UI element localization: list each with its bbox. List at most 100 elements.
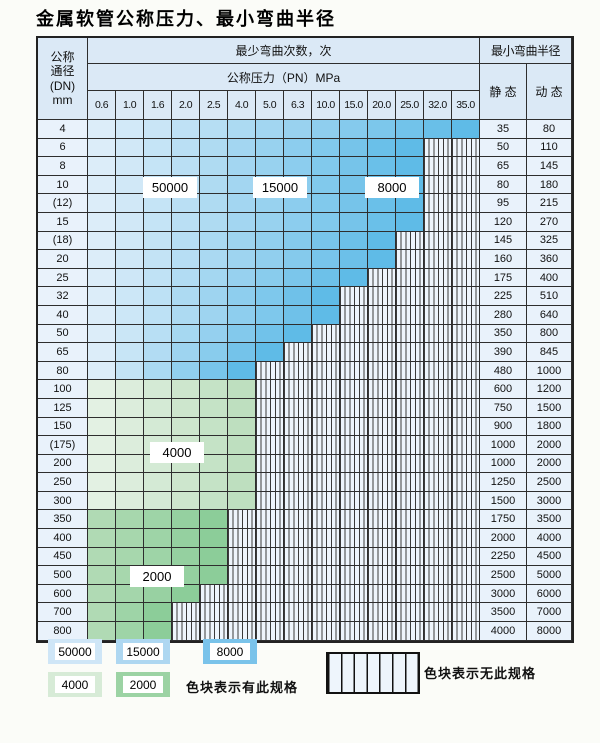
static-value-cell: 1500 — [480, 491, 527, 511]
dn-cell: (18) — [38, 231, 88, 251]
spec-cell — [340, 212, 368, 232]
spec-cell — [200, 491, 228, 511]
dn-cell: 125 — [38, 398, 88, 418]
no-spec-cell — [452, 584, 480, 604]
no-spec-cell — [284, 380, 312, 399]
dn-cell: 150 — [38, 417, 88, 437]
dynamic-value-cell: 4500 — [527, 547, 572, 567]
dynamic-value-cell: 845 — [527, 343, 572, 362]
no-spec-cell — [368, 529, 396, 548]
spec-cell — [368, 231, 396, 251]
static-value-cell: 175 — [480, 268, 527, 288]
spec-cell — [88, 398, 116, 418]
dn-cell: 400 — [38, 529, 88, 548]
spec-cell — [284, 324, 312, 344]
static-value-cell: 1000 — [480, 454, 527, 474]
spec-cell — [172, 231, 200, 251]
spec-cell — [368, 250, 396, 269]
dynamic-value-cell: 4000 — [527, 529, 572, 548]
spec-cell — [228, 120, 256, 139]
spec-cell — [172, 324, 200, 344]
no-spec-cell — [284, 603, 312, 623]
no-spec-cell — [396, 305, 424, 325]
spec-cell — [200, 138, 228, 158]
dn-cell: 20 — [38, 250, 88, 269]
no-spec-cell — [396, 287, 424, 306]
no-spec-cell — [424, 287, 452, 306]
legend-swatch-2000: 2000 — [116, 672, 170, 697]
no-spec-cell — [452, 157, 480, 176]
no-spec-cell — [424, 305, 452, 325]
no-spec-cell — [312, 529, 340, 548]
no-spec-cell — [340, 510, 368, 530]
spec-cell — [228, 194, 256, 213]
legend-no-spec-swatch — [326, 652, 420, 694]
no-spec-cell — [312, 510, 340, 530]
spec-cell — [396, 138, 424, 158]
dynamic-value-cell: 510 — [527, 287, 572, 306]
no-spec-cell — [368, 380, 396, 399]
no-spec-cell — [284, 417, 312, 437]
spec-cell — [144, 398, 172, 418]
no-spec-cell — [424, 417, 452, 437]
no-spec-cell — [396, 454, 424, 474]
pressure-col-header: 20.0 — [368, 91, 396, 120]
pressure-col-header: 2.5 — [200, 91, 228, 120]
spec-cell — [200, 157, 228, 176]
no-spec-cell — [228, 584, 256, 604]
dynamic-value-cell: 1800 — [527, 417, 572, 437]
spec-cell — [256, 138, 284, 158]
spec-cell — [172, 268, 200, 288]
no-spec-cell — [368, 268, 396, 288]
no-spec-cell — [368, 287, 396, 306]
static-value-cell: 50 — [480, 138, 527, 158]
no-spec-cell — [228, 547, 256, 567]
no-spec-cell — [340, 324, 368, 344]
spec-cell — [116, 268, 144, 288]
no-spec-cell — [256, 529, 284, 548]
dn-cell: 450 — [38, 547, 88, 567]
static-value-cell: 280 — [480, 305, 527, 325]
no-spec-cell — [340, 417, 368, 437]
spec-cell — [172, 120, 200, 139]
no-spec-cell — [256, 454, 284, 474]
spec-cell — [144, 305, 172, 325]
spec-cell — [116, 510, 144, 530]
no-spec-cell — [368, 454, 396, 474]
static-value-cell: 95 — [480, 194, 527, 213]
spec-cell — [88, 454, 116, 474]
no-spec-cell — [452, 417, 480, 437]
spec-cell — [116, 361, 144, 381]
no-spec-cell — [452, 603, 480, 623]
no-spec-cell — [424, 529, 452, 548]
no-spec-cell — [424, 380, 452, 399]
spec-cell — [88, 622, 116, 641]
spec-cell — [88, 250, 116, 269]
spec-cell — [312, 305, 340, 325]
no-spec-cell — [424, 603, 452, 623]
dn-cell: (175) — [38, 436, 88, 455]
spec-cell — [396, 194, 424, 213]
legend-swatch-value: 50000 — [55, 643, 95, 660]
spec-cell — [312, 287, 340, 306]
no-spec-cell — [424, 212, 452, 232]
static-value-cell: 1000 — [480, 436, 527, 455]
spec-cell — [284, 212, 312, 232]
no-spec-cell — [284, 510, 312, 530]
spec-cell — [228, 287, 256, 306]
spec-cell — [172, 510, 200, 530]
spec-cell — [200, 473, 228, 492]
cycle-count-label: 15000 — [253, 177, 307, 198]
spec-cell — [256, 324, 284, 344]
spec-cell — [116, 529, 144, 548]
cycle-count-label: 50000 — [143, 177, 197, 198]
spec-cell — [172, 250, 200, 269]
no-spec-cell — [172, 603, 200, 623]
pressure-col-header: 2.0 — [172, 91, 200, 120]
static-value-cell: 35 — [480, 120, 527, 139]
spec-cell — [116, 491, 144, 511]
spec-cell — [200, 547, 228, 567]
spec-cell — [144, 231, 172, 251]
no-spec-cell — [452, 436, 480, 455]
no-spec-cell — [284, 529, 312, 548]
